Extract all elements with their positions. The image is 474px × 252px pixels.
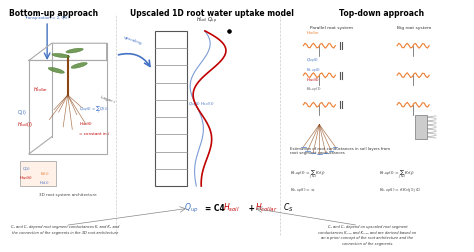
Text: $K_{r,up}(l) = \sum_{j\in l} K_r(j)$: $K_{r,up}(l) = \sum_{j\in l} K_r(j)$ xyxy=(379,169,415,182)
Ellipse shape xyxy=(66,48,83,53)
Text: $H_{x}(i)$: $H_{x}(i)$ xyxy=(39,180,50,187)
Text: $H_{soil}(i)$: $H_{soil}(i)$ xyxy=(18,120,34,129)
FancyBboxPatch shape xyxy=(29,60,107,154)
Text: $H_{collar}$: $H_{collar}$ xyxy=(33,86,49,94)
Ellipse shape xyxy=(52,53,70,58)
Text: Cₐ and Cₛ depend on upscaled root segment
conductances Kᵣ,ᵤₚ and Kₓ,ᵤₚ and are d: Cₐ and Cₛ depend on upscaled root segmen… xyxy=(319,226,417,246)
Text: $K_{r,up}(l) = \sum_{j\in l} K_r(j)$: $K_{r,up}(l) = \sum_{j\in l} K_r(j)$ xyxy=(290,169,325,182)
Text: $H_{soil}(l)$: $H_{soil}(l)$ xyxy=(306,76,320,84)
Text: Transpiration = Σᵢ Q(i): Transpiration = Σᵢ Q(i) xyxy=(24,16,69,20)
Text: = constant in i: = constant in i xyxy=(79,132,109,136)
FancyBboxPatch shape xyxy=(20,162,56,186)
Text: upscaling: upscaling xyxy=(123,35,142,46)
Ellipse shape xyxy=(71,62,87,68)
Text: $H_{collar}$: $H_{collar}$ xyxy=(306,29,319,37)
Text: +: + xyxy=(246,204,258,213)
Text: Cₐ and Cₛ depend root segment conductances Kᵣ and Kₓ and
the connection of the s: Cₐ and Cₛ depend root segment conductanc… xyxy=(11,226,119,235)
Text: $Q_{up}(l)$: $Q_{up}(l)$ xyxy=(306,56,319,65)
Ellipse shape xyxy=(48,67,64,73)
Text: Q(i): Q(i) xyxy=(18,110,26,115)
Text: Parallel root system: Parallel root system xyxy=(310,26,353,30)
Text: Q(i): Q(i) xyxy=(23,167,30,171)
Text: Big root system: Big root system xyxy=(397,26,431,30)
Bar xyxy=(155,31,187,186)
Text: $K_{x,up}(l)$: $K_{x,up}(l)$ xyxy=(306,86,321,94)
Text: $H_{soil}(i)$: $H_{soil}(i)$ xyxy=(19,175,34,182)
Text: $H_{soil}\ Q_{up}$: $H_{soil}\ Q_{up}$ xyxy=(196,16,217,26)
FancyBboxPatch shape xyxy=(415,115,427,139)
Text: 3D root system architecture: 3D root system architecture xyxy=(39,194,97,197)
Text: $Q_{up}(l)\ H_{soil}(l)$: $Q_{up}(l)\ H_{soil}(l)$ xyxy=(188,100,215,109)
Text: $Q_{up}$: $Q_{up}$ xyxy=(184,202,199,215)
Text: $K_{x,up}(l) = f(K_x(j))_{j\in l}$: $K_{x,up}(l) = f(K_x(j))_{j\in l}$ xyxy=(379,186,421,195)
Text: $Q_{up}(l) = \sum_i Q(i)$: $Q_{up}(l) = \sum_i Q(i)$ xyxy=(79,104,109,116)
Text: $H_{soil}(l)$: $H_{soil}(l)$ xyxy=(79,121,93,128)
Text: $K_{r,up}(l)$: $K_{r,up}(l)$ xyxy=(306,66,321,75)
Text: Bottom-up approach: Bottom-up approach xyxy=(9,9,99,18)
Text: Top-down approach: Top-down approach xyxy=(338,9,424,18)
Text: Upscaled 1D root water uptake model: Upscaled 1D root water uptake model xyxy=(130,9,294,18)
Text: $H_{soil}$: $H_{soil}$ xyxy=(223,202,240,214)
Text: $K_{x,up}(l) = \infty$: $K_{x,up}(l) = \infty$ xyxy=(290,186,315,195)
Text: Estimation of root conductances in soil layers from
root segment conductances: Estimation of root conductances in soil … xyxy=(290,147,390,155)
Text: $C_S$: $C_S$ xyxy=(283,202,293,214)
Text: $H_{collar}$: $H_{collar}$ xyxy=(255,202,278,214)
Text: $K_r(i)$: $K_r(i)$ xyxy=(40,170,50,177)
Text: = C4: = C4 xyxy=(205,204,228,213)
Text: Layer i: Layer i xyxy=(100,96,115,104)
